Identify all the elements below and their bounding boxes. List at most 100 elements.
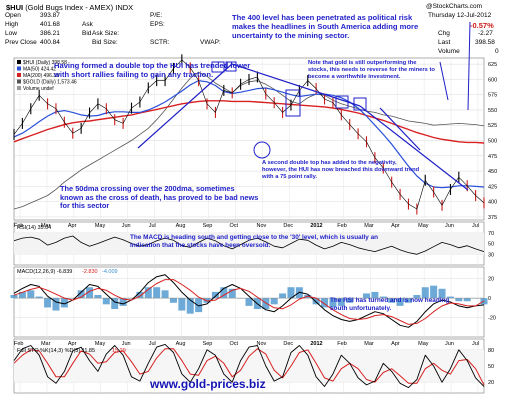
y-tick-label: 80 — [488, 348, 494, 354]
macd-histogram-bar — [119, 298, 127, 306]
pe-label: P/E: — [150, 12, 163, 19]
x-tick-label: 2012 — [310, 223, 322, 229]
macd-histogram-bar — [421, 287, 429, 299]
legend-label: $GOLD (Daily) 1,573.46 — [23, 80, 77, 86]
volume-value: 0 — [495, 48, 499, 55]
cross-of-death-circle — [253, 141, 271, 159]
symbol: $HUI — [6, 3, 24, 12]
macd-histogram-bar — [136, 291, 144, 299]
low-label: Low — [5, 30, 17, 37]
macd-histogram-bar — [270, 298, 278, 305]
arrow-line — [439, 61, 449, 101]
macd-histogram-bar — [287, 287, 295, 299]
macd-histogram-bar — [346, 298, 354, 303]
annotation-macd: The MACD is heading south and getting cl… — [130, 234, 379, 249]
macd-histogram-bar — [169, 298, 177, 303]
macd-histogram-bar — [371, 291, 379, 299]
sto-d-line — [13, 348, 485, 386]
legend-swatch — [17, 86, 21, 90]
macd-histogram-bar — [153, 287, 161, 299]
y-tick-label: 575 — [488, 93, 497, 99]
index-name: (Gold Bugs Index - AMEX) — [25, 3, 114, 12]
macd-histogram-bar — [35, 296, 43, 299]
y-tick-label: 20 — [488, 380, 494, 386]
y-tick-label: 20 — [488, 277, 494, 283]
bid-label: Bid — [82, 30, 92, 37]
sto-k-line — [13, 343, 485, 389]
legend-label: Volume undef — [23, 86, 54, 92]
macd-histogram-bar — [329, 298, 337, 308]
pct-change: -0.57% — [470, 21, 494, 30]
symbol-title: $HUI (Gold Bugs Index - AMEX) INDX — [6, 3, 133, 12]
x-tick-label: Jul — [472, 223, 479, 229]
bid-size-label: Bid Size: — [92, 39, 118, 46]
y-tick-label: 550 — [488, 108, 497, 114]
prev-close-value: 400.84 — [40, 39, 60, 46]
eps-label: EPS: — [150, 21, 165, 28]
macd-legend: MACD(12,26,9) -6.839 — [17, 269, 72, 275]
x-tick-label: May — [95, 223, 106, 229]
open-value: 393.87 — [40, 12, 60, 19]
y-tick-label: -20 — [488, 316, 496, 322]
legend-swatch — [17, 73, 21, 77]
x-tick-label: May — [418, 223, 429, 229]
macd-histogram-bar — [430, 285, 438, 299]
x-tick-label: Apr — [68, 341, 77, 347]
price-line — [13, 59, 485, 210]
x-tick-label: Jun — [445, 223, 454, 229]
macd-histogram-bar — [211, 291, 219, 299]
x-tick-label: Oct — [230, 223, 239, 229]
y-tick-label: 625 — [488, 62, 497, 68]
macd-histogram-bar — [18, 291, 26, 299]
trendline — [137, 63, 233, 149]
y-tick-label: 525 — [488, 123, 497, 129]
sto-legend-d: 15.29 — [112, 348, 126, 354]
x-tick-label: Jun — [445, 341, 454, 347]
macd-histogram-bar — [44, 298, 52, 308]
last-label: Last — [438, 39, 451, 46]
x-tick-label: May — [418, 341, 429, 347]
x-tick-label: Oct — [230, 341, 239, 347]
macd-histogram-bar — [102, 298, 110, 305]
legend-label: MA(50) 424.42 — [23, 67, 56, 73]
arrow-line — [467, 21, 471, 111]
high-value: 401.68 — [40, 21, 60, 28]
macd-histogram-bar — [60, 298, 68, 308]
x-tick-label: Dec — [283, 223, 293, 229]
macd-histogram-bar — [413, 295, 421, 299]
x-tick-label: Apr — [68, 223, 77, 229]
x-tick-label: Feb — [337, 223, 346, 229]
annotation-cross-of-death: The 50dma crossing over the 200dma, some… — [60, 184, 259, 211]
x-tick-label: Sep — [203, 341, 213, 347]
y-tick-label: 0 — [488, 296, 491, 302]
x-tick-label: Sep — [203, 223, 213, 229]
legend-label: MA(200) 496.33 — [23, 73, 59, 79]
highlight-box — [225, 61, 237, 72]
prev-close-label: Prev Close — [5, 39, 37, 46]
trendline — [379, 107, 421, 151]
legend-label: $HUI (Daily) 398.58 — [23, 60, 67, 66]
macd-histogram-bar — [144, 287, 152, 299]
legend-swatch — [17, 79, 21, 84]
annotation-second-double-top: A second double top has added to the neg… — [262, 160, 420, 180]
y-tick-label: 450 — [488, 169, 497, 175]
annotation-400-level: The 400 level has been penetrated as pol… — [232, 13, 419, 40]
macd-histogram-bar — [195, 298, 203, 313]
y-tick-label: 600 — [488, 77, 497, 83]
macd-legend-hist: -4.009 — [102, 269, 118, 275]
signal-line — [13, 279, 485, 325]
x-tick-label: Jul — [149, 341, 156, 347]
macd-histogram-bar — [111, 298, 119, 309]
highlight-box — [285, 89, 301, 117]
ma50-line — [13, 79, 485, 189]
highlight-box — [211, 61, 225, 73]
y-tick-label: 70 — [488, 231, 494, 237]
macd-histogram-bar — [245, 298, 253, 306]
sto-legend: Full STO %K(14,3) %D(3) 11.85 — [17, 348, 95, 354]
macd-histogram-bar — [27, 290, 35, 299]
x-tick-label: Feb — [337, 341, 346, 347]
macd-histogram-bar — [455, 298, 463, 302]
y-tick-label: 50 — [488, 364, 494, 370]
